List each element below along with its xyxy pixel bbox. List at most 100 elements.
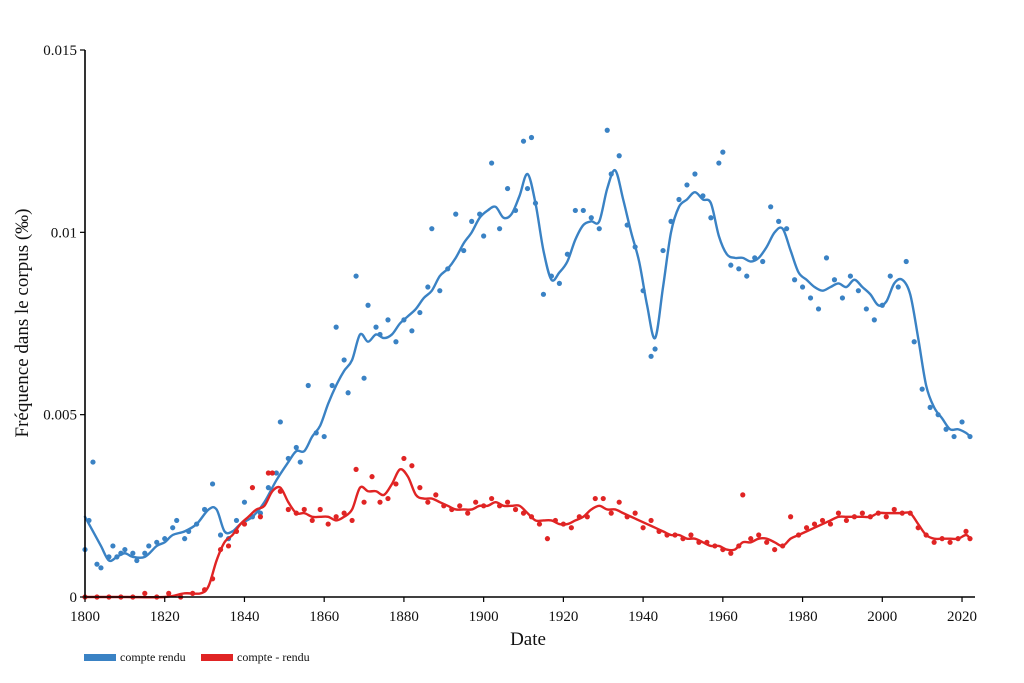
data-point (425, 284, 431, 290)
data-point (788, 514, 794, 520)
data-point (457, 503, 463, 509)
x-tick-label: 1840 (229, 609, 259, 625)
data-point (728, 262, 734, 268)
x-tick-label: 1900 (469, 609, 499, 625)
data-point (596, 226, 602, 232)
y-ticks: 0 0.005 0.01 0.015 (43, 43, 85, 606)
data-point (353, 273, 359, 279)
data-point (393, 481, 399, 487)
data-point (90, 459, 96, 465)
data-point (461, 247, 467, 254)
y-tick-label: 0 (70, 590, 78, 606)
data-point (225, 543, 232, 549)
data-point (855, 288, 861, 294)
data-point (740, 492, 746, 498)
data-point (409, 328, 415, 334)
data-point (481, 233, 487, 239)
data-point (744, 273, 750, 279)
data-point (648, 353, 654, 359)
data-point (489, 160, 495, 166)
data-point (951, 433, 957, 440)
data-point (293, 444, 299, 451)
y-tick-label: 0.015 (43, 43, 77, 59)
data-point (241, 499, 248, 505)
data-point (142, 590, 148, 596)
data-point (377, 499, 383, 505)
data-point (871, 317, 877, 323)
data-point (265, 470, 271, 476)
data-point (257, 510, 264, 516)
legend-label: compte - rendu (237, 650, 310, 664)
data-point (540, 291, 547, 297)
data-point (504, 499, 511, 505)
data-point (325, 521, 331, 527)
data-point (285, 506, 291, 513)
data-point (353, 466, 359, 472)
data-point (385, 495, 391, 502)
data-point (708, 215, 714, 221)
data-point (863, 306, 869, 312)
data-point (823, 255, 830, 261)
data-point (556, 280, 562, 286)
x-tick-label: 1940 (628, 609, 658, 625)
data-point (676, 196, 682, 203)
series-compte-rendu (82, 127, 973, 571)
data-point (110, 543, 116, 549)
data-point (784, 226, 790, 232)
data-point (130, 550, 136, 556)
data-point (947, 539, 953, 545)
data-point (835, 510, 842, 516)
data-point (600, 495, 606, 502)
data-point (736, 266, 742, 272)
data-point (174, 517, 180, 524)
data-point (572, 207, 578, 214)
data-point (425, 499, 431, 505)
legend-item: compte - rendu (201, 650, 310, 664)
data-point (473, 499, 479, 505)
data-point (919, 386, 925, 392)
series-line-compte-rendu (83, 467, 972, 599)
data-point (437, 288, 443, 294)
data-point (799, 284, 806, 290)
data-point (401, 455, 407, 462)
data-point (209, 481, 216, 487)
data-point (528, 134, 535, 141)
data-point (692, 171, 698, 177)
data-point (716, 160, 722, 166)
legend-label: compte rendu (120, 650, 186, 664)
legend-item: compte rendu (84, 650, 186, 664)
x-tick-label: 1800 (70, 609, 100, 625)
data-point (433, 492, 439, 498)
data-point (489, 495, 495, 502)
data-point (568, 525, 574, 531)
data-point (333, 514, 339, 520)
data-point (94, 561, 100, 567)
data-point (385, 317, 391, 323)
x-tick-label: 2020 (947, 609, 977, 625)
data-point (760, 258, 766, 265)
data-point (142, 550, 148, 556)
data-point (959, 419, 965, 425)
data-point (417, 309, 423, 316)
x-tick-label: 1920 (548, 609, 578, 625)
legend: compte rendu compte - rendu (84, 650, 310, 664)
data-point (616, 153, 622, 159)
data-point (684, 182, 690, 188)
x-tick-label: 2000 (867, 609, 897, 625)
data-point (341, 357, 347, 363)
data-point (963, 528, 969, 534)
data-point (417, 485, 423, 491)
data-point (469, 218, 475, 224)
data-point (815, 306, 822, 312)
data-point (329, 382, 335, 389)
data-point (827, 521, 834, 527)
y-axis-title: Fréquence dans le corpus (‰) (12, 209, 33, 438)
data-point (301, 506, 307, 513)
data-point (98, 565, 104, 571)
data-point (317, 506, 323, 513)
data-point (345, 390, 351, 396)
data-point (772, 546, 778, 553)
data-point (373, 324, 379, 330)
data-point (277, 419, 283, 425)
data-point (803, 525, 810, 531)
